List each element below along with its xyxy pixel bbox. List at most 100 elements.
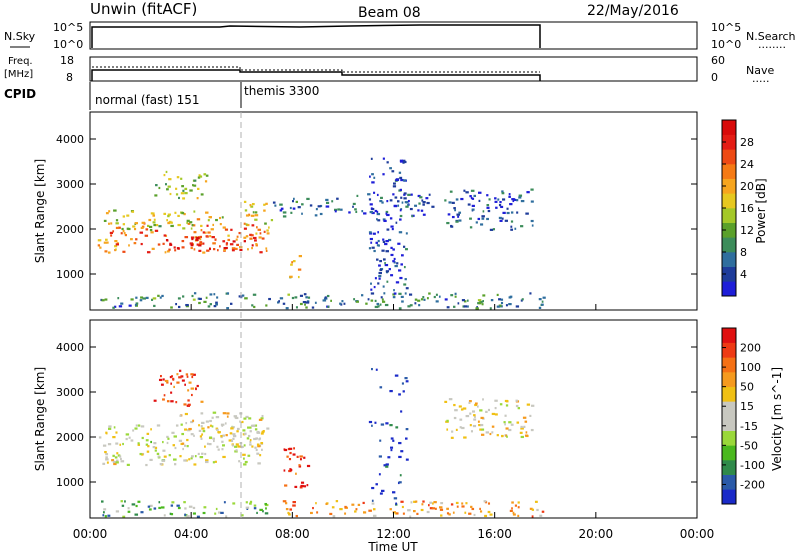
data-cell — [306, 197, 310, 201]
data-cell — [156, 452, 160, 455]
data-cell — [159, 374, 162, 378]
data-cell — [516, 421, 520, 424]
data-cell — [505, 304, 508, 307]
data-cell — [289, 275, 293, 278]
data-cell — [181, 212, 185, 215]
freq-label-line1: Freq. — [8, 56, 33, 67]
data-cell — [104, 298, 108, 301]
data-cell — [262, 429, 265, 433]
data-cell — [145, 439, 149, 442]
data-cell — [335, 500, 339, 503]
data-cell — [399, 188, 402, 191]
data-cell — [120, 232, 123, 235]
data-cell — [184, 412, 188, 416]
data-cell — [254, 446, 257, 449]
data-cell — [137, 500, 141, 503]
data-cell — [514, 504, 518, 507]
data-cell — [512, 511, 515, 514]
data-cell — [407, 509, 411, 512]
data-cell — [325, 205, 330, 208]
data-cell — [374, 299, 377, 303]
data-cell — [190, 246, 193, 250]
data-cell — [518, 196, 522, 199]
data-cell — [473, 194, 477, 198]
data-cell — [290, 263, 293, 266]
data-cell — [220, 511, 224, 514]
data-cell — [525, 431, 528, 434]
data-cell — [363, 511, 367, 514]
data-cell — [502, 211, 506, 214]
data-cell — [482, 210, 485, 213]
data-cell — [184, 428, 188, 431]
data-cell — [279, 297, 284, 300]
data-cell — [508, 193, 511, 196]
data-cell — [492, 228, 496, 231]
data-cell — [105, 453, 109, 456]
data-cell — [225, 242, 229, 245]
data-cell — [496, 305, 500, 308]
colorbar-swatch — [722, 445, 736, 461]
data-cell — [405, 201, 409, 204]
data-cell — [107, 251, 111, 254]
data-cell — [510, 211, 514, 214]
data-cell — [506, 211, 510, 215]
data-cell — [289, 508, 293, 511]
data-cell — [198, 429, 202, 432]
data-cell — [259, 251, 263, 254]
data-cell — [104, 250, 108, 253]
data-cell — [521, 298, 524, 301]
data-cell — [292, 207, 296, 210]
data-cell — [164, 251, 167, 254]
data-cell — [153, 304, 156, 308]
data-cell — [254, 218, 258, 221]
data-cell — [163, 514, 166, 517]
data-cell — [120, 302, 124, 305]
data-cell — [506, 400, 509, 403]
data-cell — [393, 204, 397, 207]
data-cell — [163, 394, 166, 397]
data-cell — [399, 160, 403, 163]
colorbar-swatch — [722, 208, 736, 223]
data-cell — [510, 220, 514, 223]
data-cell — [517, 514, 520, 517]
data-cell — [467, 299, 469, 302]
data-cell — [152, 445, 156, 449]
data-cell — [249, 204, 252, 207]
data-cell — [187, 403, 191, 406]
data-cell — [486, 194, 489, 197]
data-cell — [188, 505, 193, 508]
data-cell — [288, 469, 292, 473]
data-cell — [126, 214, 130, 217]
data-cell — [306, 464, 311, 468]
colorbar-tick-label: 28 — [740, 136, 754, 149]
data-cell — [133, 242, 137, 245]
data-cell — [383, 464, 388, 467]
data-cell — [469, 424, 472, 427]
data-cell — [158, 186, 161, 190]
data-cell — [450, 436, 454, 439]
colorbar-swatch — [722, 237, 736, 253]
data-cell — [414, 204, 418, 207]
data-cell — [370, 288, 373, 291]
colorbar-swatch — [722, 357, 736, 373]
data-cell — [106, 241, 109, 244]
data-cell — [252, 293, 257, 296]
data-cell — [316, 511, 319, 514]
data-cell — [487, 502, 491, 505]
data-cell — [253, 504, 257, 507]
data-cell — [259, 508, 263, 512]
data-cell — [435, 293, 438, 296]
data-cell — [365, 302, 368, 305]
colorbar-tick-label: 24 — [740, 158, 754, 171]
data-cell — [135, 296, 138, 299]
data-cell — [489, 307, 492, 310]
data-cell — [530, 428, 534, 432]
data-cell — [438, 506, 443, 509]
data-cell — [254, 424, 258, 427]
data-cell — [510, 225, 513, 228]
data-cell — [212, 411, 217, 414]
data-cell — [541, 300, 544, 303]
data-cell — [170, 391, 173, 394]
data-cell — [426, 201, 430, 205]
data-cell — [207, 231, 211, 234]
